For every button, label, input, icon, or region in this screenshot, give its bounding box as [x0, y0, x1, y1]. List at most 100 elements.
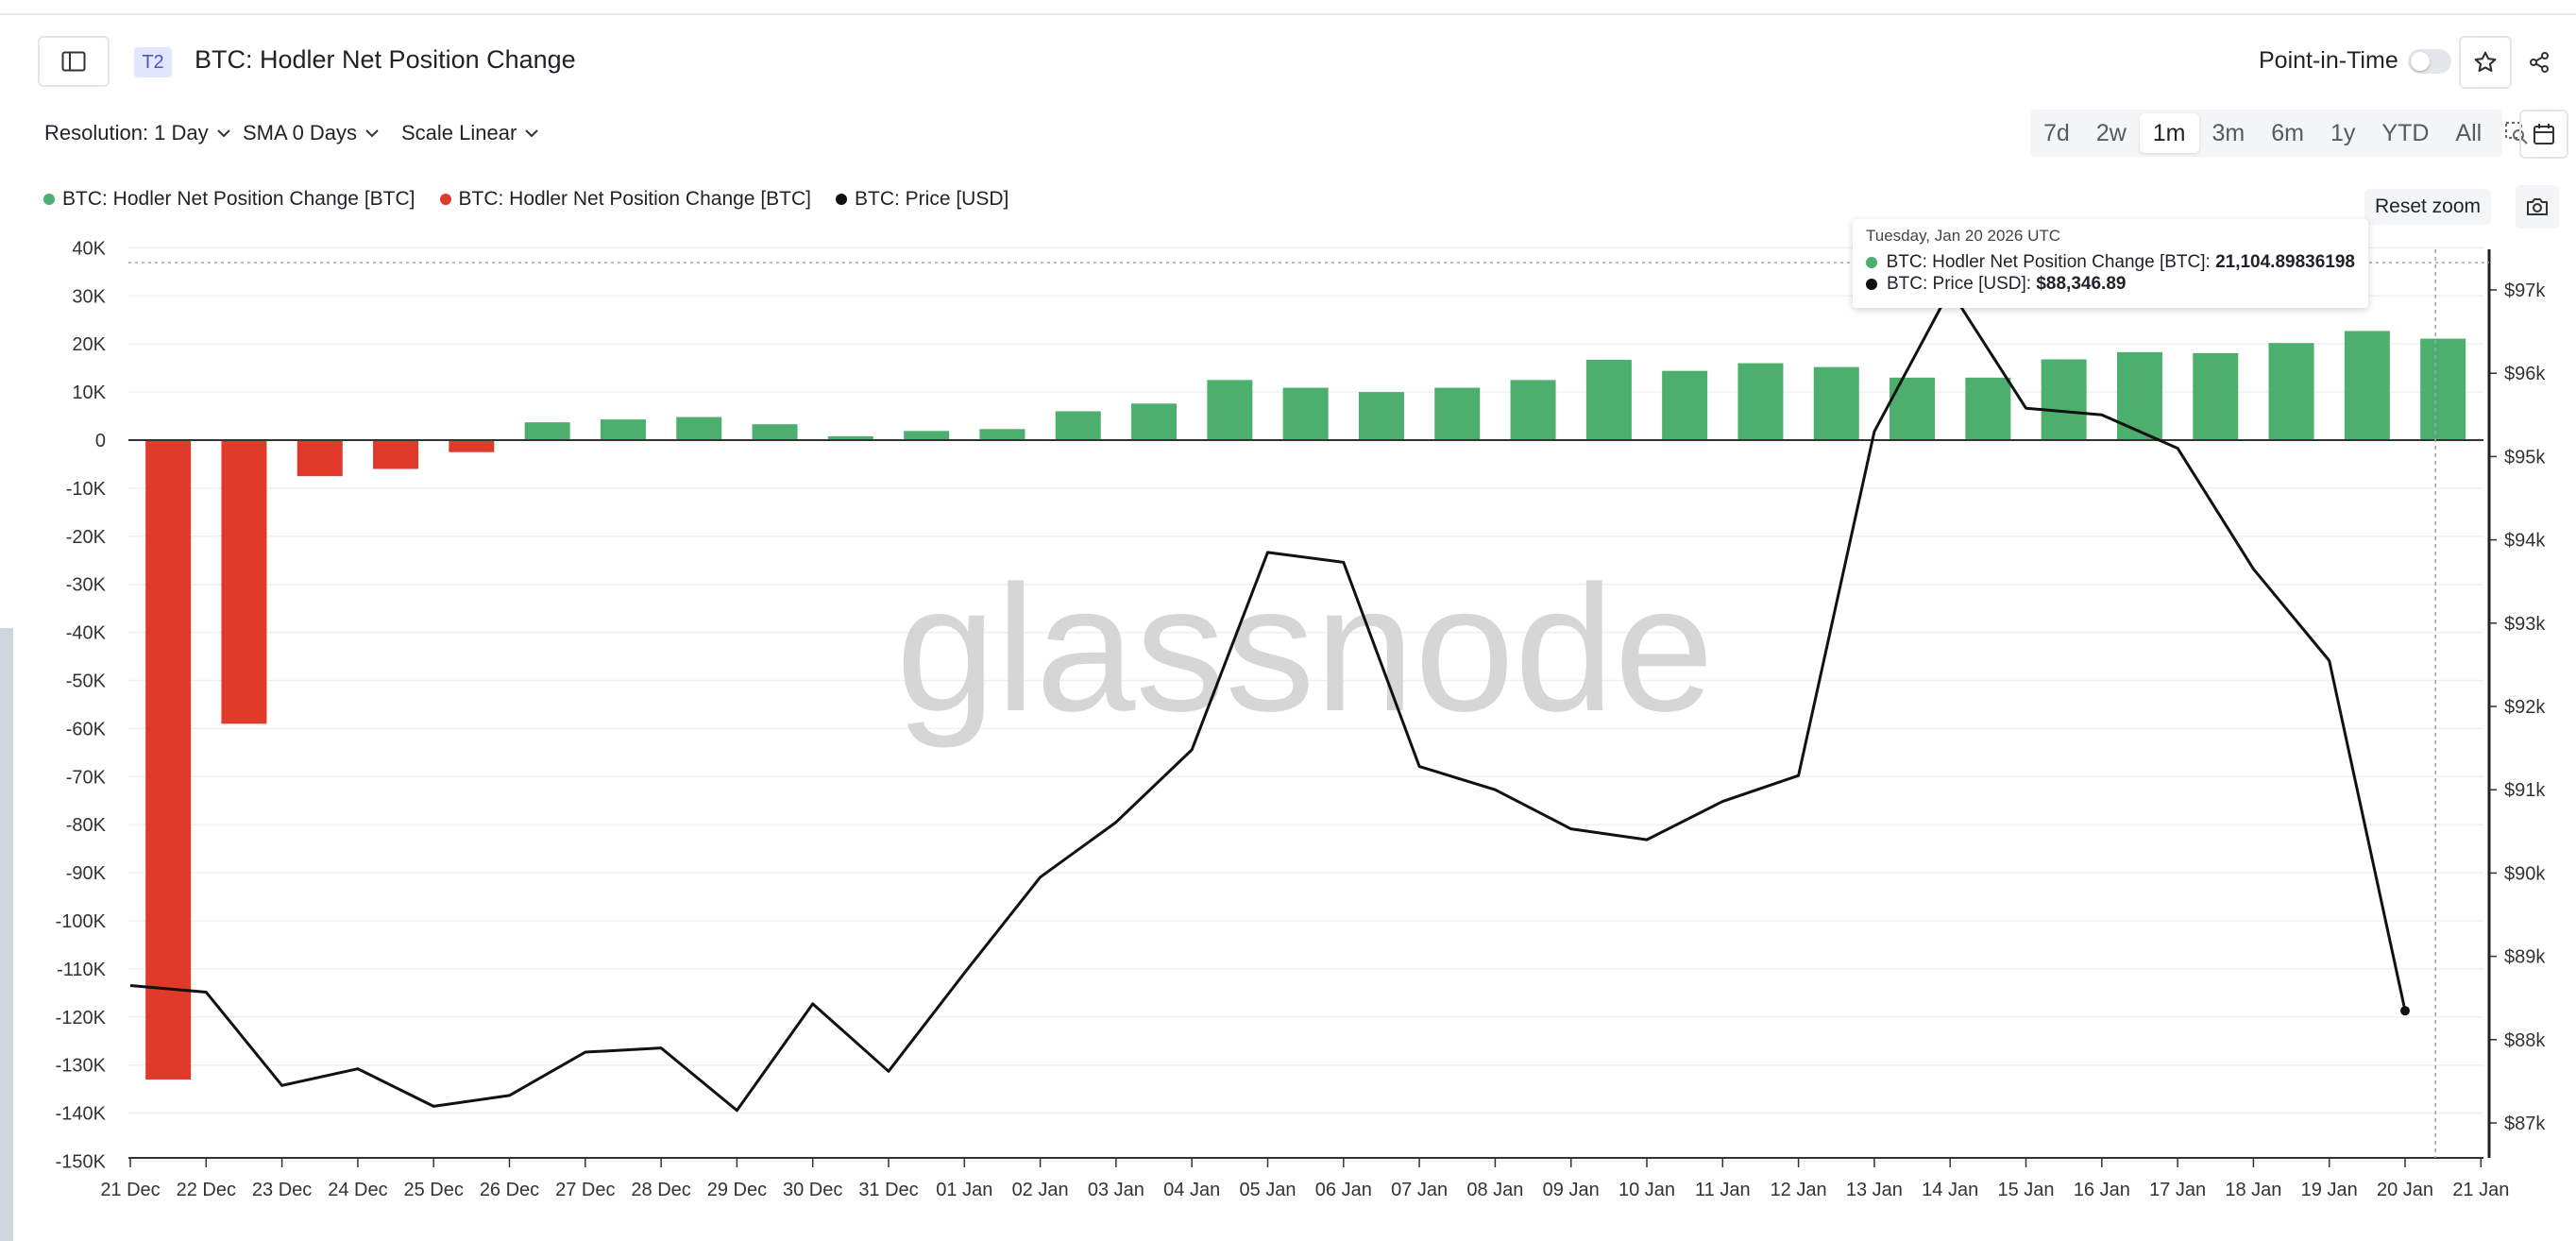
range-1y[interactable]: 1y	[2330, 119, 2356, 146]
range-all[interactable]: All	[2455, 119, 2483, 146]
bar	[904, 431, 950, 440]
x-tick-label: 28 Dec	[631, 1180, 690, 1200]
bar	[2116, 351, 2162, 440]
x-tick-label: 13 Jan	[1846, 1180, 1903, 1200]
x-tick-label: 22 Dec	[177, 1180, 236, 1200]
sma-dropdown[interactable]: SMA 0 Days	[243, 121, 380, 145]
bar	[1662, 370, 1708, 440]
range-3m[interactable]: 3m	[2212, 119, 2246, 146]
chevron-down-icon	[216, 129, 230, 138]
range-2w[interactable]: 2w	[2095, 119, 2127, 146]
legend-item-positive[interactable]: BTC: Hodler Net Position Change [BTC]	[43, 185, 415, 213]
y-left-tick-label: 20K	[72, 334, 106, 355]
bar	[2420, 338, 2466, 440]
x-tick-label: 01 Jan	[936, 1180, 992, 1200]
y-left-tick-label: -70K	[66, 767, 107, 788]
tooltip-value: 21,104.89836198	[2215, 252, 2355, 272]
bar	[1965, 377, 2011, 440]
x-tick-label: 18 Jan	[2225, 1180, 2281, 1200]
legend-dot	[439, 194, 451, 205]
resolution-dropdown[interactable]: Resolution: 1 Day	[44, 121, 231, 145]
y-left-tick-label: -110K	[57, 960, 107, 980]
tooltip-label: BTC: Hodler Net Position Change [BTC]:	[1886, 252, 2216, 272]
resolution-label: Resolution: 1 Day	[44, 121, 209, 144]
top-border	[0, 13, 2576, 15]
x-tick-label: 23 Dec	[252, 1180, 312, 1200]
bar	[2041, 359, 2087, 440]
bar	[1434, 387, 1481, 440]
y-left-tick-label: -10K	[66, 479, 107, 500]
range-7d[interactable]: 7d	[2043, 119, 2070, 146]
camera-icon	[2527, 198, 2548, 215]
bar	[1131, 403, 1178, 440]
tooltip-label: BTC: Price [USD]:	[1887, 274, 2037, 294]
bars-layer	[145, 331, 2466, 1080]
left-scrollbar[interactable]	[0, 628, 13, 1241]
bar	[145, 440, 192, 1080]
y-left-tick-label: 30K	[72, 286, 106, 307]
zoom-select-button[interactable]	[2495, 121, 2538, 145]
bar	[221, 440, 267, 724]
y-right-tick-label: $93k	[2504, 614, 2546, 635]
point-in-time-label: Point-in-Time	[2259, 47, 2398, 74]
bar	[827, 435, 873, 440]
y-left-tick-label: -80K	[66, 815, 107, 836]
x-tick-label: 19 Jan	[2301, 1180, 2358, 1200]
chart-legend: BTC: Hodler Net Position Change [BTC] BT…	[43, 185, 1008, 213]
legend-item-price[interactable]: BTC: Price [USD]	[836, 185, 1008, 213]
chart-tooltip: Tuesday, Jan 20 2026 UTC BTC: Hodler Net…	[1853, 219, 2368, 308]
tooltip-value: $88,346.89	[2036, 274, 2127, 294]
chevron-down-icon	[525, 129, 539, 138]
labels-layer: 40K 30K 20K 10K 0 -10K -20K -30K -40K -50K -60K -70…	[56, 238, 2547, 1200]
screenshot-button[interactable]	[2516, 185, 2559, 229]
legend-label: BTC: Hodler Net Position Change [BTC]	[62, 188, 415, 210]
favorite-button[interactable]	[2459, 36, 2512, 89]
point-in-time-toggle[interactable]	[2408, 49, 2451, 74]
y-left-tick-label: -150K	[56, 1152, 107, 1173]
x-tick-label: 03 Jan	[1088, 1180, 1144, 1200]
reset-zoom-button[interactable]: Reset zoom	[2364, 189, 2491, 225]
y-left-tick-label: -120K	[56, 1008, 107, 1028]
tier-badge: T2	[134, 47, 172, 77]
scale-label: Scale Linear	[401, 121, 517, 144]
legend-dot	[43, 194, 55, 205]
y-right-tick-label: $88k	[2504, 1030, 2546, 1051]
sma-label: SMA 0 Days	[243, 121, 358, 144]
bar	[752, 424, 798, 440]
x-tick-label: 14 Jan	[1922, 1180, 1978, 1200]
x-tick-label: 31 Dec	[858, 1180, 918, 1200]
legend-label: BTC: Hodler Net Position Change [BTC]	[458, 188, 812, 210]
price-point-highlight	[2400, 1006, 2410, 1016]
legend-dot	[836, 194, 847, 205]
chart-header: T2 BTC: Hodler Net Position Change Point…	[38, 36, 2559, 89]
scale-dropdown[interactable]: Scale Linear	[401, 121, 539, 145]
grid-layer	[128, 246, 2483, 1163]
x-tick-label: 25 Dec	[404, 1180, 464, 1200]
x-tick-label: 09 Jan	[1543, 1180, 1600, 1200]
bar	[1813, 366, 1859, 440]
range-ytd[interactable]: YTD	[2381, 119, 2430, 146]
y-left-tick-label: -130K	[56, 1056, 107, 1077]
y-right-tick-label: $94k	[2504, 531, 2546, 552]
x-tick-label: 29 Dec	[707, 1180, 767, 1200]
legend-item-negative[interactable]: BTC: Hodler Net Position Change [BTC]	[439, 185, 812, 213]
bar	[1207, 380, 1253, 440]
sidebar-toggle-button[interactable]	[38, 36, 110, 87]
y-right-tick-label: $95k	[2504, 447, 2546, 468]
x-tick-label: 30 Dec	[783, 1180, 842, 1200]
range-6m[interactable]: 6m	[2271, 119, 2304, 146]
bar	[1510, 380, 1556, 440]
range-1m[interactable]: 1m	[2139, 113, 2199, 153]
x-tick-label: 10 Jan	[1618, 1180, 1675, 1200]
y-left-tick-label: -100K	[56, 911, 107, 932]
bar	[524, 422, 570, 440]
x-tick-label: 02 Jan	[1012, 1180, 1069, 1200]
x-tick-label: 07 Jan	[1391, 1180, 1448, 1200]
line-layer	[129, 288, 2410, 1113]
calendar-button[interactable]	[2519, 110, 2568, 159]
price-line	[129, 288, 2407, 1113]
share-button[interactable]	[2519, 36, 2559, 89]
share-icon	[2530, 52, 2549, 73]
bar	[449, 440, 495, 452]
